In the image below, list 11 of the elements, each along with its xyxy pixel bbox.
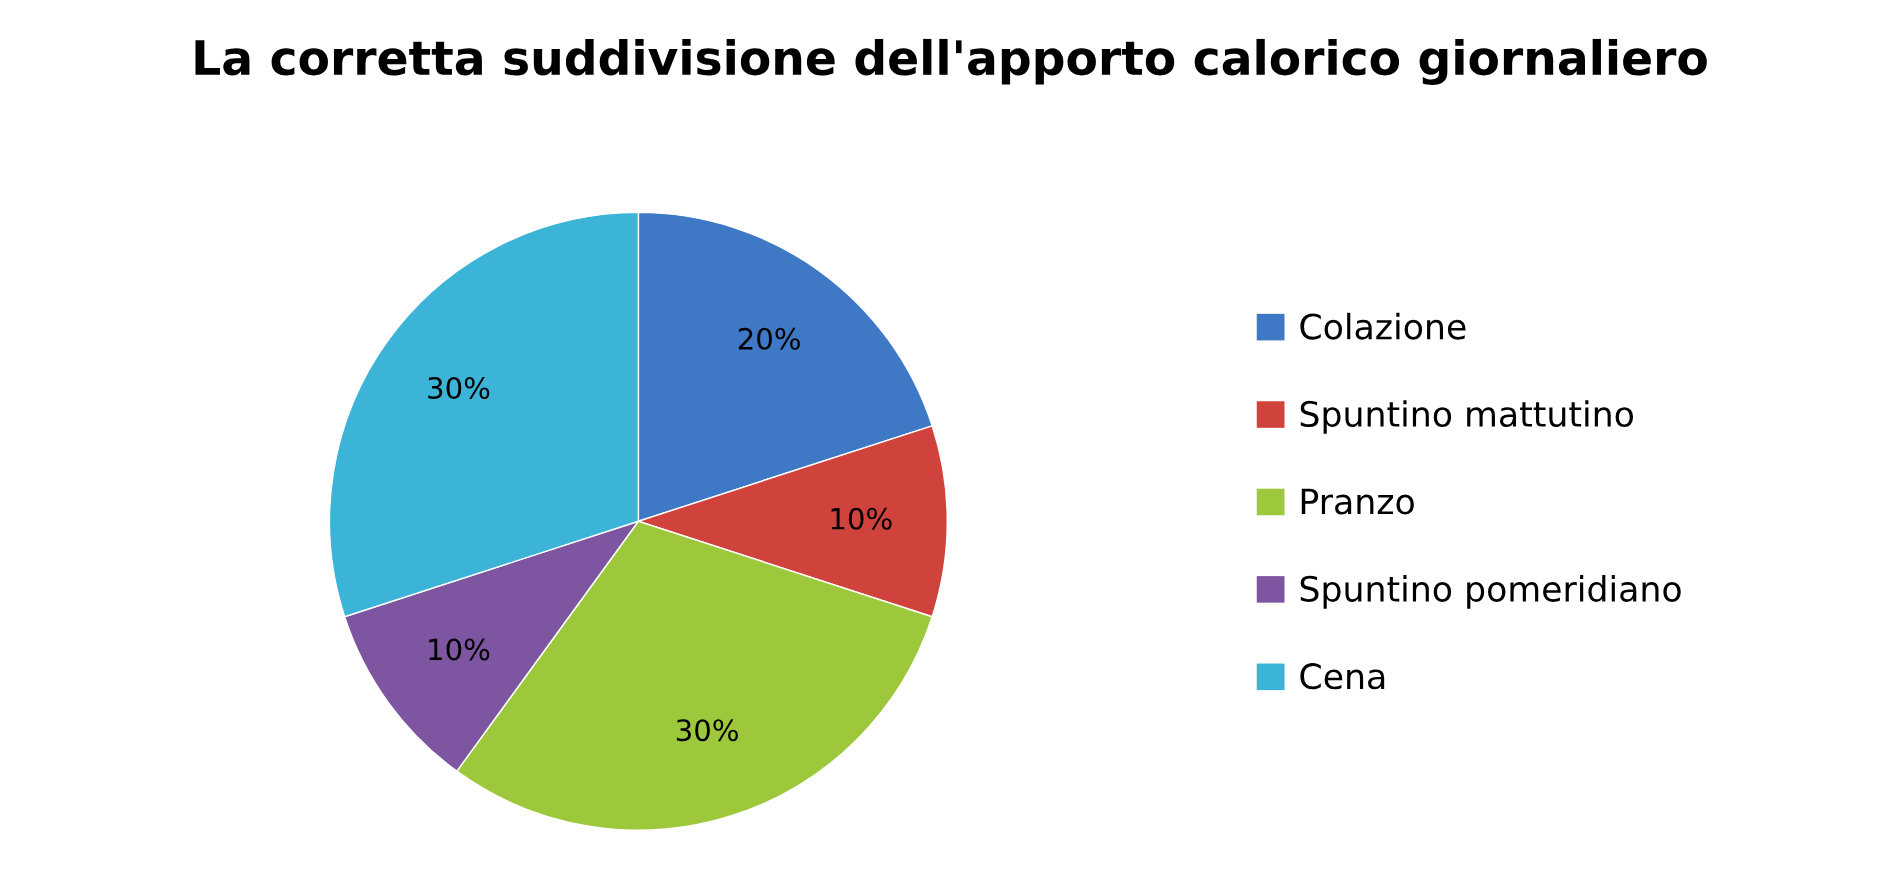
legend-label: Cena	[1300, 663, 1385, 690]
legend-label: Spuntino mattutino	[1300, 400, 1634, 434]
data-label: 20%	[738, 327, 800, 350]
data-label: 30%	[428, 376, 490, 400]
data-label: 10%	[429, 638, 490, 661]
data-label: 30%	[676, 719, 738, 742]
legend-label: Pranzo	[1301, 488, 1414, 515]
chart-title: La corretta suddivisione dell'apporto calorico giornaliero	[195, 38, 1707, 85]
data-label: 10%	[831, 507, 892, 530]
legend-label: Colazione	[1300, 312, 1466, 340]
legend-label: Spuntino pomeridiano	[1300, 575, 1681, 609]
